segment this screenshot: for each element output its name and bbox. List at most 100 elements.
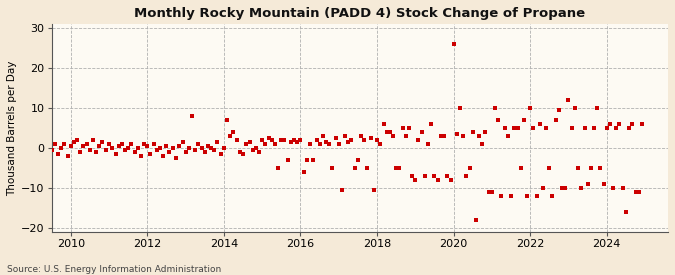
- Point: [407, 174, 418, 178]
- Point: [241, 142, 252, 146]
- Point: [624, 126, 634, 130]
- Point: [187, 114, 198, 118]
- Point: [199, 150, 210, 154]
- Point: [59, 142, 70, 146]
- Point: [286, 140, 296, 144]
- Point: [72, 138, 82, 142]
- Point: [260, 142, 271, 146]
- Point: [196, 146, 207, 150]
- Point: [589, 126, 599, 130]
- Point: [129, 150, 140, 154]
- Point: [119, 148, 130, 152]
- Point: [404, 126, 414, 130]
- Point: [499, 126, 510, 130]
- Point: [177, 140, 188, 144]
- Point: [432, 178, 443, 182]
- Point: [53, 152, 63, 156]
- Point: [419, 174, 430, 178]
- Point: [375, 142, 385, 146]
- Point: [263, 136, 274, 140]
- Point: [225, 134, 236, 138]
- Point: [231, 138, 242, 142]
- Point: [611, 126, 622, 130]
- Point: [384, 130, 395, 134]
- Point: [219, 146, 230, 150]
- Point: [467, 130, 478, 134]
- Point: [302, 158, 313, 162]
- Point: [139, 142, 150, 146]
- Point: [206, 146, 217, 150]
- Point: [372, 138, 383, 142]
- Point: [107, 146, 117, 150]
- Point: [282, 158, 293, 162]
- Point: [180, 150, 191, 154]
- Point: [518, 118, 529, 122]
- Point: [336, 188, 347, 192]
- Point: [579, 126, 590, 130]
- Point: [288, 138, 299, 142]
- Point: [113, 144, 124, 148]
- Point: [292, 140, 303, 144]
- Point: [190, 148, 200, 152]
- Point: [330, 136, 341, 140]
- Point: [103, 142, 114, 146]
- Point: [317, 134, 328, 138]
- Point: [620, 210, 631, 214]
- Point: [244, 140, 255, 144]
- Point: [340, 134, 350, 138]
- Point: [250, 146, 261, 150]
- Point: [75, 150, 86, 154]
- Point: [487, 190, 497, 194]
- Point: [314, 142, 325, 146]
- Point: [426, 122, 437, 126]
- Point: [537, 186, 548, 190]
- Point: [637, 122, 647, 126]
- Point: [269, 142, 280, 146]
- Point: [62, 154, 73, 158]
- Point: [423, 142, 433, 146]
- Point: [535, 122, 545, 126]
- Point: [598, 182, 609, 186]
- Point: [448, 42, 459, 46]
- Point: [583, 182, 593, 186]
- Point: [164, 150, 175, 154]
- Point: [126, 142, 136, 146]
- Point: [321, 140, 331, 144]
- Point: [410, 178, 421, 182]
- Point: [455, 106, 466, 110]
- Point: [273, 166, 284, 170]
- Point: [247, 148, 258, 152]
- Point: [547, 194, 558, 198]
- Point: [595, 166, 605, 170]
- Point: [369, 188, 379, 192]
- Point: [343, 140, 354, 144]
- Point: [88, 138, 99, 142]
- Point: [148, 142, 159, 146]
- Point: [541, 126, 551, 130]
- Point: [346, 138, 357, 142]
- Point: [228, 130, 239, 134]
- Point: [110, 152, 121, 156]
- Point: [566, 126, 577, 130]
- Point: [608, 186, 619, 190]
- Point: [84, 148, 95, 152]
- Point: [356, 134, 367, 138]
- Point: [142, 144, 153, 148]
- Point: [585, 166, 596, 170]
- Point: [151, 148, 162, 152]
- Point: [173, 144, 184, 148]
- Point: [65, 144, 76, 148]
- Point: [202, 144, 213, 148]
- Point: [155, 146, 165, 150]
- Point: [398, 126, 408, 130]
- Point: [515, 166, 526, 170]
- Point: [123, 146, 134, 150]
- Point: [215, 152, 226, 156]
- Point: [324, 142, 335, 146]
- Point: [503, 134, 514, 138]
- Point: [480, 130, 491, 134]
- Point: [570, 106, 580, 110]
- Point: [474, 134, 485, 138]
- Point: [327, 166, 338, 170]
- Point: [576, 186, 587, 190]
